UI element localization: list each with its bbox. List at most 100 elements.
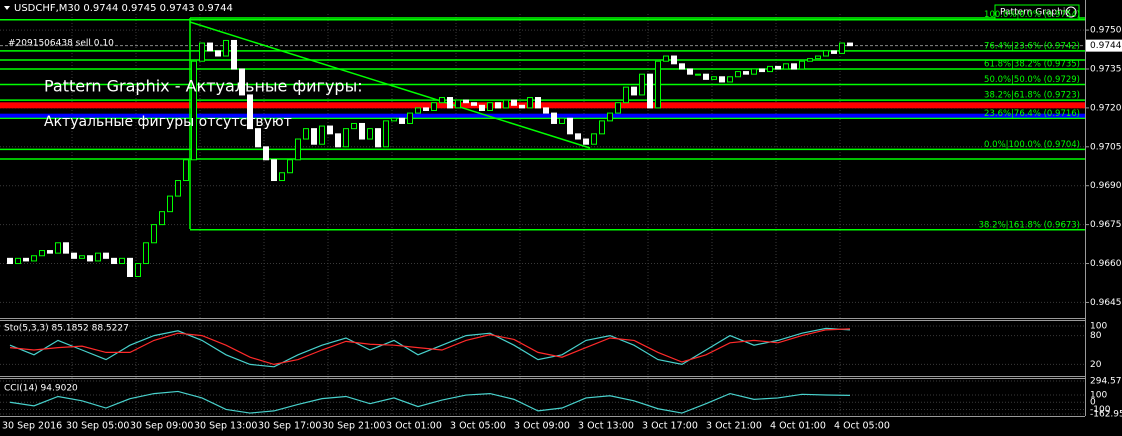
x-tick-label: 3 Oct 09:00 [514, 421, 570, 432]
candle [335, 133, 341, 148]
candle [519, 104, 525, 109]
candle [183, 159, 189, 182]
candle [807, 58, 813, 62]
candle [463, 99, 469, 104]
candle [711, 76, 717, 80]
candle [239, 68, 245, 96]
stochastic-signal-line [9, 328, 851, 366]
candle [263, 146, 269, 161]
x-tick-label: 4 Oct 05:00 [834, 421, 890, 432]
candle [287, 159, 293, 174]
candle [359, 122, 365, 140]
candle [271, 159, 277, 182]
x-tick-label: 30 Sep 17:00 [258, 421, 321, 432]
x-tick-label: 30 Sep 21:00 [322, 421, 385, 432]
candle [447, 97, 453, 109]
candle [7, 257, 13, 265]
fib-label: 0.0%|100.0% (0.9704) [984, 140, 1080, 150]
candle [143, 242, 149, 265]
candle [495, 102, 501, 109]
candle [767, 65, 773, 73]
candle [487, 102, 493, 111]
candle [479, 104, 485, 111]
candle [159, 211, 165, 226]
candle [215, 50, 221, 57]
candle [39, 250, 45, 257]
candle [439, 97, 445, 104]
candle [471, 102, 477, 106]
candle [671, 55, 677, 65]
candle [31, 255, 37, 262]
candle [583, 138, 589, 145]
pattern-status: Актуальные фигуры отсутствуют [44, 114, 292, 130]
candle [343, 128, 349, 148]
cci-values-line [9, 390, 851, 414]
candle [199, 42, 205, 62]
candle [703, 73, 709, 80]
candle [575, 133, 581, 140]
candle [535, 97, 541, 109]
cci-label: CCI(14) 94.9020 [4, 384, 78, 394]
candle [391, 117, 397, 122]
x-tick-label: 3 Oct 05:00 [450, 421, 506, 432]
candle [831, 50, 837, 54]
levels-layer [0, 18, 1085, 231]
x-tick-label: 30 Sep 05:00 [66, 421, 129, 432]
text-layer: USDCHF,M30 0.9744 0.9745 0.9743 0.9744 #… [2, 3, 1122, 432]
candle [279, 172, 285, 182]
y-tick-label: 0.9705 [1090, 142, 1122, 152]
y-tick-label: 0.9735 [1090, 64, 1122, 74]
stoch-label: Sto(5,3,3) 85.1852 88.5227 [4, 324, 129, 334]
indicator-button[interactable]: Pattern Graphix [1000, 8, 1071, 18]
candle [135, 263, 141, 277]
fib-label: 23.6%|76.4% (0.9716) [984, 109, 1080, 119]
fib-label: 100.0%|0.0% (0.9754) [984, 10, 1080, 20]
y-tick-label: 0 [1090, 398, 1096, 408]
menu-arrow[interactable] [4, 6, 10, 10]
candle [639, 73, 645, 96]
candle [559, 117, 565, 124]
candle [119, 257, 125, 265]
pattern-title: Pattern Graphix - Актуальные фигуры: [44, 77, 363, 96]
pattern-drawing [0, 17, 1085, 229]
candle [567, 117, 573, 135]
fib-label: 38.2%|61.8% (0.9723) [984, 91, 1080, 101]
candle [735, 71, 741, 78]
candle [47, 250, 53, 254]
candle [111, 257, 117, 265]
candle [431, 102, 437, 111]
indicator-icon[interactable] [1065, 6, 1077, 18]
symbol-header: USDCHF,M30 0.9744 0.9745 0.9743 0.9744 [14, 3, 233, 14]
candle [615, 102, 621, 114]
candle [351, 122, 357, 130]
candle [815, 55, 821, 60]
x-tick-label: 4 Oct 01:00 [770, 421, 826, 432]
candle [543, 107, 549, 114]
frame [0, 0, 1086, 417]
trend-line [189, 21, 591, 149]
candle [783, 63, 789, 70]
candle [511, 99, 517, 106]
red-level [0, 102, 1085, 109]
y-tick-label: 20 [1090, 360, 1102, 370]
indicator-button-box[interactable] [994, 4, 1080, 20]
x-tick-label: 3 Oct 13:00 [578, 421, 634, 432]
order-label: #2091506438 sell 0.10 [8, 39, 114, 49]
candle [695, 73, 701, 76]
candle [367, 128, 373, 140]
candles-layer [7, 39, 853, 277]
candle [599, 120, 605, 135]
candle [799, 60, 805, 70]
candle [407, 112, 413, 124]
candle [551, 112, 557, 124]
candle [63, 242, 69, 254]
candle [647, 73, 653, 109]
current-price-label: 0.9744 [1090, 41, 1122, 51]
candle [791, 63, 797, 70]
x-tick-label: 30 Sep 13:00 [194, 421, 257, 432]
y-tick-label: 294.5738 [1090, 377, 1122, 387]
candle [719, 76, 725, 83]
x-tick-label: 30 Sep 2016 [2, 421, 62, 432]
candle [631, 86, 637, 96]
